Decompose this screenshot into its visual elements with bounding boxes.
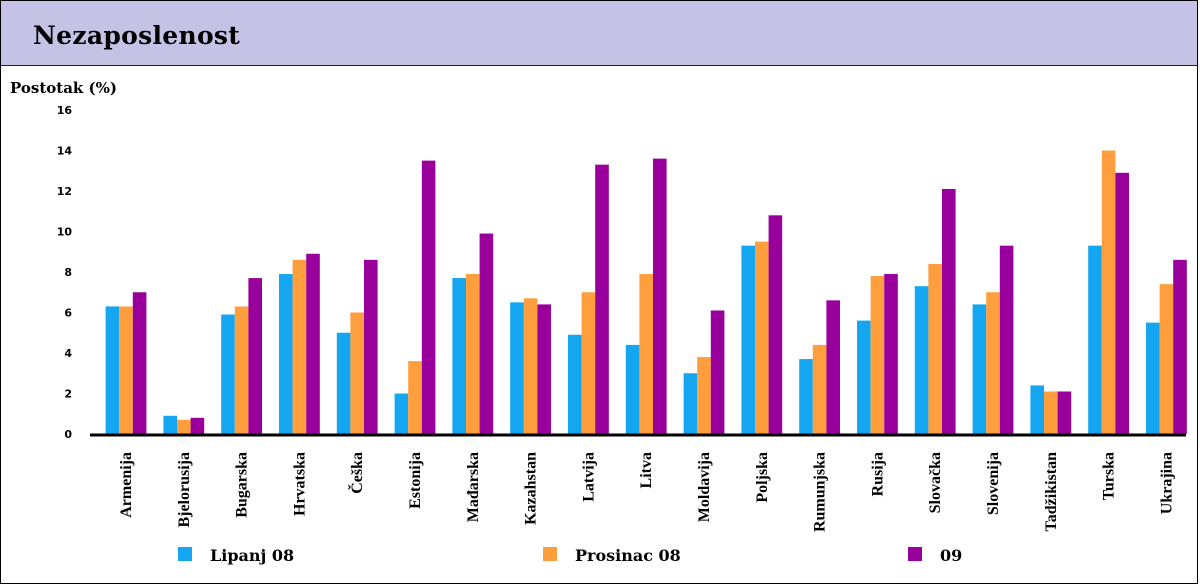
- bar: [826, 300, 840, 434]
- bar: [1159, 284, 1174, 434]
- legend-label: 09: [940, 546, 962, 565]
- bar: [1146, 322, 1160, 434]
- x-tick-label: Poljska: [754, 452, 771, 503]
- bar: [942, 188, 956, 434]
- y-axis-label: Postotak (%): [10, 79, 117, 97]
- bar: [279, 274, 293, 434]
- bar: [999, 245, 1014, 434]
- x-tick-label: Kazahstan: [523, 452, 540, 525]
- bar: [884, 274, 898, 434]
- y-tick-label: 16: [57, 104, 73, 117]
- bar: [1173, 259, 1187, 434]
- legend-label: Prosinac 08: [575, 546, 681, 565]
- bar: [972, 304, 987, 434]
- x-tick-label: Slovačka: [927, 452, 944, 513]
- bar: [914, 286, 929, 434]
- x-tick-label: Bugarska: [234, 452, 251, 518]
- legend-swatch: [543, 547, 557, 561]
- x-tick-label: Mađarska: [465, 452, 482, 522]
- bar: [306, 253, 320, 434]
- bar: [132, 292, 147, 434]
- y-tick-label: 0: [64, 428, 72, 441]
- bar: [408, 361, 422, 434]
- bar: [870, 276, 885, 434]
- bar: [1115, 172, 1129, 434]
- bar: [812, 344, 827, 434]
- bar: [741, 245, 755, 434]
- bar: [639, 274, 653, 434]
- y-tick-label: 12: [57, 185, 72, 198]
- legend-swatch: [908, 547, 922, 561]
- x-tick-label: Estonija: [407, 452, 424, 509]
- bar: [768, 215, 783, 434]
- legend-swatch: [178, 547, 192, 561]
- bar: [710, 310, 725, 434]
- x-tick-label: Hrvatska: [291, 452, 308, 516]
- bar: [755, 241, 769, 434]
- bar: [537, 304, 551, 434]
- bar: [595, 164, 609, 435]
- x-tick-label: Češka: [347, 452, 366, 494]
- bar: [479, 233, 494, 434]
- y-tick-label: 14: [57, 145, 73, 158]
- bar: [799, 359, 813, 434]
- bar: [234, 306, 249, 434]
- bar: [1057, 391, 1072, 434]
- bar: [350, 312, 364, 434]
- bar: [466, 274, 480, 434]
- bar: [928, 263, 942, 434]
- y-tick-label: 10: [57, 226, 73, 239]
- y-tick-label: 6: [64, 307, 72, 320]
- bar: [336, 332, 351, 434]
- bar: [523, 298, 538, 434]
- chart-title: Nezaposlenost: [33, 21, 241, 50]
- x-tick-label: Ukrajina: [1158, 452, 1175, 514]
- bar: [248, 278, 262, 434]
- bar: [394, 393, 409, 434]
- bar: [364, 259, 378, 434]
- bar: [1088, 245, 1102, 434]
- bar: [105, 306, 120, 434]
- x-tick-label: Litva: [638, 452, 655, 488]
- bar: [1044, 391, 1058, 434]
- bar: [510, 302, 524, 434]
- x-tick-label: Bjelorusija: [176, 452, 193, 528]
- legend-label: Lipanj 08: [210, 546, 294, 565]
- bar: [163, 415, 177, 434]
- x-tick-label: Rusija: [869, 452, 886, 496]
- x-tick-label: Armenija: [118, 452, 135, 518]
- y-tick-label: 2: [64, 388, 72, 401]
- bar: [119, 306, 133, 434]
- x-tick-label: Moldavija: [696, 452, 713, 522]
- bar: [292, 259, 307, 434]
- y-tick-label: 4: [64, 347, 72, 360]
- bar: [653, 158, 667, 434]
- bar: [177, 419, 191, 434]
- bar: [1101, 150, 1116, 434]
- bar: [568, 334, 582, 434]
- x-tick-label: Turska: [1101, 452, 1118, 500]
- y-tick-label: 8: [64, 266, 72, 279]
- x-tick-label: Tadžikistan: [1043, 452, 1060, 532]
- x-tick-label: Latvija: [580, 452, 597, 502]
- bar: [581, 292, 596, 434]
- bar: [625, 344, 640, 434]
- x-tick-label: Slovenija: [985, 452, 1002, 515]
- chart-header: Nezaposlenost: [1, 1, 1197, 66]
- bar: [683, 373, 698, 434]
- bar: [190, 417, 205, 434]
- bar: [421, 160, 436, 434]
- bar: [221, 314, 235, 434]
- bar: [857, 320, 871, 434]
- bar: [697, 357, 711, 434]
- bar: [452, 278, 466, 434]
- x-tick-label: Rumunjska: [812, 452, 829, 532]
- bar: [986, 292, 1000, 434]
- bar: [1030, 385, 1044, 434]
